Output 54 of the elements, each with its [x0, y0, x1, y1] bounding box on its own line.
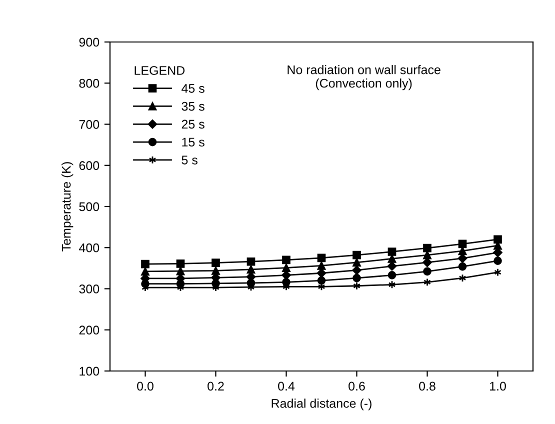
point [352, 266, 362, 275]
x-tick-label: 1.0 [490, 382, 506, 391]
point [282, 256, 290, 264]
point [422, 258, 432, 268]
y-tick-label: 600 [79, 161, 100, 170]
legend-label: 15 s [182, 138, 204, 147]
point [458, 254, 468, 263]
point [212, 266, 220, 275]
point [387, 262, 397, 271]
y-tick-label: 500 [79, 202, 100, 212]
y-tick-label: 900 [79, 38, 100, 47]
point [494, 256, 502, 265]
legend-label: 25 s [182, 120, 204, 129]
x-tick-label: 0.4 [278, 382, 295, 391]
point [282, 264, 290, 272]
point [246, 265, 256, 274]
point [317, 262, 326, 270]
y-axis-title: Temperature (K) [62, 162, 74, 252]
legend-label: 35 s [182, 102, 204, 111]
y-tick-label: 200 [79, 326, 100, 335]
point [388, 271, 396, 280]
point [212, 258, 220, 268]
point [423, 244, 432, 252]
point [141, 260, 150, 268]
legend-label: 45 s [182, 84, 204, 93]
annotation: No radiation on wall surface (Convection only) [288, 65, 440, 90]
point [176, 266, 185, 276]
point [352, 258, 361, 267]
y-tick-label: 300 [79, 284, 100, 294]
legend-title: LEGEND [134, 66, 185, 75]
y-tick-label: 100 [80, 366, 100, 376]
y-tick-label: 400 [79, 243, 100, 252]
x-tick-label: 0.2 [208, 382, 224, 391]
point [246, 257, 256, 266]
x-tick-label: 0.0 [137, 382, 154, 391]
point [176, 259, 185, 268]
x-tick-label: 0.6 [348, 382, 365, 391]
x-axis-title: Radial distance (-) [272, 398, 372, 410]
point [317, 276, 326, 285]
point [141, 267, 150, 276]
point [352, 274, 361, 282]
point [317, 254, 326, 262]
y-tick-label: 800 [79, 78, 100, 88]
point [352, 250, 361, 260]
point [423, 267, 432, 276]
point [388, 254, 396, 263]
y-tick-label: 700 [79, 120, 100, 129]
point [458, 262, 467, 271]
point [388, 248, 396, 256]
point [458, 240, 467, 248]
legend-label: 5 s [182, 156, 198, 164]
point [316, 268, 326, 278]
point [494, 235, 502, 244]
x-tick-label: 0.8 [419, 382, 436, 391]
